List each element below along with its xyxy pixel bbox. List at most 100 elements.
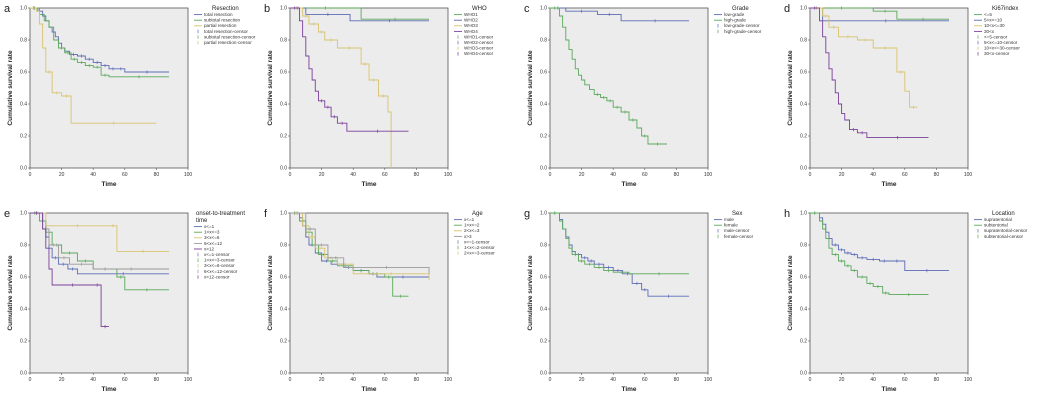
y-tick-label: 0.6 bbox=[800, 275, 807, 281]
x-tick-label: 20 bbox=[579, 377, 585, 383]
legend-entry: subtentorial-censor bbox=[984, 234, 1024, 239]
x-tick-label: 20 bbox=[839, 172, 845, 178]
legend-title: Location bbox=[992, 211, 1015, 217]
legend-entry: 10<x<=30 bbox=[984, 23, 1005, 28]
panel-a: a 0.0 0.2 0.4 0.6 0.8 1.0 0 20 40 60 80 100 Time Cumul… bbox=[4, 3, 256, 188]
legend-entry: 2<x<=3 bbox=[464, 228, 480, 233]
legend-title: Grade bbox=[732, 6, 749, 12]
legend-title: Sex bbox=[732, 211, 742, 217]
legend-entry: 5<x<=10-censor bbox=[984, 40, 1018, 45]
x-tick-label: 20 bbox=[319, 377, 325, 383]
legend-entry: 10<x<=30-censor bbox=[984, 46, 1020, 51]
legend-entry: subtentorial bbox=[984, 223, 1008, 228]
series-line bbox=[810, 212, 950, 272]
y-tick-label: 1.0 bbox=[800, 6, 807, 12]
x-tick-label: 100 bbox=[444, 172, 453, 178]
y-tick-label: 0.0 bbox=[280, 166, 287, 172]
y-tick-label: 0.4 bbox=[540, 102, 547, 108]
legend-entry: total resection-censor bbox=[204, 29, 248, 34]
legend-entry: 1<x<=2 bbox=[464, 223, 480, 228]
series-line bbox=[290, 7, 409, 132]
y-tick-label: 0.4 bbox=[280, 102, 287, 108]
legend-entry: partial resection bbox=[204, 23, 237, 28]
legend-entry: 1<x<=3-censor bbox=[204, 258, 235, 263]
x-tick-label: 60 bbox=[122, 377, 128, 383]
x-tick-label: 40 bbox=[870, 172, 876, 178]
x-tick-label: 100 bbox=[444, 377, 453, 383]
legend-entry: <=5 bbox=[984, 12, 992, 17]
series-line bbox=[810, 7, 929, 139]
panel-letter-c: c bbox=[524, 3, 530, 15]
y-tick-label: 0.2 bbox=[800, 339, 807, 345]
x-tick-label: 60 bbox=[902, 377, 908, 383]
x-axis-title: Time bbox=[101, 386, 116, 393]
legend-title: Ki67index bbox=[992, 6, 1018, 12]
y-axis-title: Cumulative survival rate bbox=[7, 50, 14, 126]
y-tick-label: 0.0 bbox=[540, 166, 547, 172]
legend-entry: WHO2 bbox=[464, 18, 478, 23]
y-tick-label: 0.4 bbox=[540, 307, 547, 313]
y-tick-label: 0.4 bbox=[20, 102, 27, 108]
x-tick-label: 80 bbox=[414, 172, 420, 178]
x-tick-label: 100 bbox=[704, 377, 713, 383]
x-tick-label: 0 bbox=[289, 172, 292, 178]
legend-entry: x<=1-censor bbox=[464, 239, 490, 244]
x-tick-label: 100 bbox=[964, 377, 973, 383]
x-axis-title: Time bbox=[881, 386, 896, 393]
y-tick-label: 1.0 bbox=[800, 211, 807, 217]
y-tick-label: 0.6 bbox=[280, 70, 287, 76]
legend-entry: 3<x<=6 bbox=[204, 235, 220, 240]
legend-entry: WHO1-censor bbox=[464, 34, 494, 39]
x-tick-label: 40 bbox=[870, 377, 876, 383]
y-tick-label: 0.6 bbox=[280, 275, 287, 281]
x-tick-label: 20 bbox=[579, 172, 585, 178]
y-tick-label: 0.2 bbox=[20, 339, 27, 345]
legend-entry: x<=1 bbox=[464, 217, 475, 222]
legend-entry: WHO2-censor bbox=[464, 40, 494, 45]
legend-entry: 3<x<=6-censor bbox=[204, 263, 235, 268]
x-tick-label: 0 bbox=[29, 377, 32, 383]
y-tick-label: 0.0 bbox=[280, 371, 287, 377]
plot-area-g bbox=[549, 212, 709, 374]
panel-c: c 0.0 0.2 0.4 0.6 0.8 1.0 0 20 40 60 80 100 Time Cumul… bbox=[524, 3, 762, 188]
y-tick-label: 1.0 bbox=[540, 6, 547, 12]
legend-entry: 2<x<=3-censor bbox=[464, 251, 495, 256]
plot-area-c bbox=[549, 7, 709, 169]
series-line bbox=[290, 212, 430, 274]
x-axis-title: Time bbox=[621, 181, 636, 188]
x-tick-label: 80 bbox=[154, 377, 160, 383]
panel-d: d 0.0 0.2 0.4 0.6 0.8 1.0 0 20 40 60 80 100 Time Cumul… bbox=[784, 3, 1020, 188]
legend-entry: high-grade-censor bbox=[724, 29, 762, 34]
x-tick-label: 40 bbox=[610, 172, 616, 178]
x-tick-label: 60 bbox=[902, 172, 908, 178]
panel-e: e 0.0 0.2 0.4 0.6 0.8 1.0 0 20 40 60 80 100 Time Cumul… bbox=[4, 208, 245, 393]
y-tick-label: 0.8 bbox=[280, 38, 287, 44]
legend-entry: WHO3-censor bbox=[464, 46, 494, 51]
x-tick-label: 60 bbox=[642, 377, 648, 383]
legend-entry: subtotal resection bbox=[204, 18, 240, 23]
y-tick-label: 0.8 bbox=[800, 243, 807, 249]
y-tick-label: 0.6 bbox=[20, 275, 27, 281]
y-tick-label: 0.0 bbox=[800, 166, 807, 172]
y-tick-label: 0.8 bbox=[20, 38, 27, 44]
legend-entry: WHO4 bbox=[464, 29, 478, 34]
y-axis-title: Cumulative survival rate bbox=[527, 255, 534, 331]
legend-entry: WHO3 bbox=[464, 23, 478, 28]
series-line bbox=[30, 212, 170, 252]
y-tick-label: 0.8 bbox=[800, 38, 807, 44]
x-tick-label: 0 bbox=[549, 172, 552, 178]
y-axis-title: Cumulative survival rate bbox=[7, 255, 14, 331]
x-tick-label: 0 bbox=[289, 377, 292, 383]
y-tick-label: 0.4 bbox=[20, 307, 27, 313]
legend-entry: male-censor bbox=[724, 228, 750, 233]
legend-entry: 5<x<=10 bbox=[984, 18, 1002, 23]
x-tick-label: 60 bbox=[382, 377, 388, 383]
x-tick-label: 80 bbox=[674, 172, 680, 178]
x-tick-label: 0 bbox=[809, 172, 812, 178]
y-tick-label: 1.0 bbox=[20, 6, 27, 12]
y-tick-label: 1.0 bbox=[280, 6, 287, 12]
x-tick-label: 0 bbox=[549, 377, 552, 383]
panel-letter-b: b bbox=[264, 3, 270, 15]
legend-entry: total resection bbox=[204, 12, 233, 17]
